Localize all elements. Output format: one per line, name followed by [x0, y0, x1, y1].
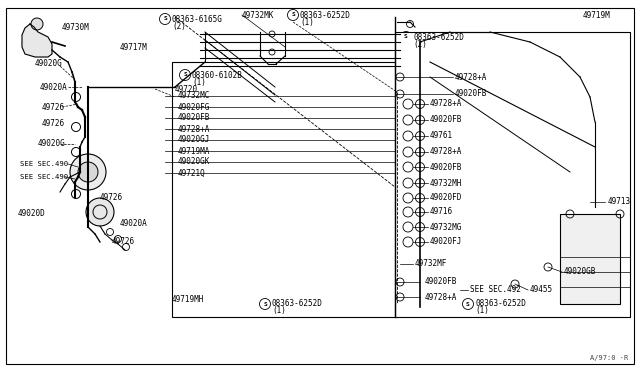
- Text: 49020FD: 49020FD: [430, 193, 462, 202]
- Text: 49728+A: 49728+A: [430, 148, 462, 157]
- Circle shape: [78, 162, 98, 182]
- Text: 49020G: 49020G: [38, 140, 66, 148]
- Text: 49728+A: 49728+A: [430, 99, 462, 109]
- Text: 49761: 49761: [430, 131, 453, 141]
- Circle shape: [86, 198, 114, 226]
- Text: A/97:0 ·R: A/97:0 ·R: [589, 355, 628, 361]
- Text: 08363-6252D: 08363-6252D: [272, 299, 323, 308]
- Text: 49719MH: 49719MH: [172, 295, 204, 305]
- Text: SEE SEC.490: SEE SEC.490: [20, 161, 68, 167]
- Text: 49020FB: 49020FB: [430, 163, 462, 171]
- Text: S: S: [263, 301, 267, 307]
- Text: 49719M: 49719M: [583, 10, 611, 19]
- Text: 49726: 49726: [42, 119, 65, 128]
- Text: 49732MG: 49732MG: [430, 222, 462, 231]
- Text: S: S: [404, 35, 408, 39]
- Text: S: S: [163, 16, 167, 22]
- Text: 49020A: 49020A: [120, 219, 148, 228]
- Text: 49455: 49455: [530, 285, 553, 295]
- Text: (2): (2): [413, 39, 427, 48]
- Bar: [395, 32, 630, 317]
- Text: 49728+A: 49728+A: [425, 292, 458, 301]
- Text: SEE SEC.490: SEE SEC.490: [20, 174, 68, 180]
- Text: 08360-6102B: 08360-6102B: [192, 71, 243, 80]
- Text: (2): (2): [172, 22, 186, 31]
- Text: 49717M: 49717M: [120, 42, 148, 51]
- Polygon shape: [22, 24, 52, 57]
- Text: 49020FG: 49020FG: [178, 103, 211, 112]
- Text: 49020GJ: 49020GJ: [178, 135, 211, 144]
- Text: SEE SEC.492: SEE SEC.492: [470, 285, 521, 295]
- Text: 49728+A: 49728+A: [178, 125, 211, 134]
- Text: 49020GK: 49020GK: [178, 157, 211, 167]
- Text: 49726: 49726: [112, 237, 135, 247]
- Text: 49020FB: 49020FB: [455, 90, 488, 99]
- Text: 49726: 49726: [100, 192, 123, 202]
- Bar: [560, 214, 620, 304]
- Text: 49020GB: 49020GB: [564, 267, 596, 276]
- Text: 49721Q: 49721Q: [178, 169, 205, 177]
- Text: 49020A: 49020A: [40, 83, 68, 92]
- Text: 49728+A: 49728+A: [455, 73, 488, 81]
- Text: 49719MA: 49719MA: [178, 147, 211, 155]
- Text: 49020G: 49020G: [35, 60, 63, 68]
- Text: 49716: 49716: [430, 208, 453, 217]
- Text: 49732MC: 49732MC: [178, 92, 211, 100]
- Text: S: S: [466, 301, 470, 307]
- Text: 49020FB: 49020FB: [425, 278, 458, 286]
- Text: 08363-6252D: 08363-6252D: [300, 10, 351, 19]
- Text: 49730M: 49730M: [62, 23, 90, 32]
- Text: (1): (1): [272, 307, 286, 315]
- Circle shape: [31, 18, 43, 30]
- Circle shape: [70, 154, 106, 190]
- Text: 49732MK: 49732MK: [242, 10, 275, 19]
- Text: (1): (1): [475, 307, 489, 315]
- Text: S: S: [291, 13, 295, 17]
- Text: 08363-6252D: 08363-6252D: [413, 32, 464, 42]
- Text: 08363-6252D: 08363-6252D: [475, 299, 526, 308]
- Bar: [172, 62, 397, 317]
- Text: S: S: [183, 73, 187, 77]
- Text: 49020D: 49020D: [18, 209, 45, 218]
- Text: 49020FB: 49020FB: [430, 115, 462, 125]
- Text: 49732MF: 49732MF: [415, 260, 447, 269]
- Text: 49713: 49713: [608, 198, 631, 206]
- Text: 08363-6165G: 08363-6165G: [172, 15, 223, 23]
- Text: 49720: 49720: [175, 84, 198, 93]
- Text: 49732MH: 49732MH: [430, 179, 462, 187]
- Text: 49020FB: 49020FB: [178, 113, 211, 122]
- Text: 49726: 49726: [42, 103, 65, 112]
- Text: (1): (1): [300, 17, 314, 26]
- Text: (1): (1): [192, 77, 206, 87]
- Text: 49020FJ: 49020FJ: [430, 237, 462, 247]
